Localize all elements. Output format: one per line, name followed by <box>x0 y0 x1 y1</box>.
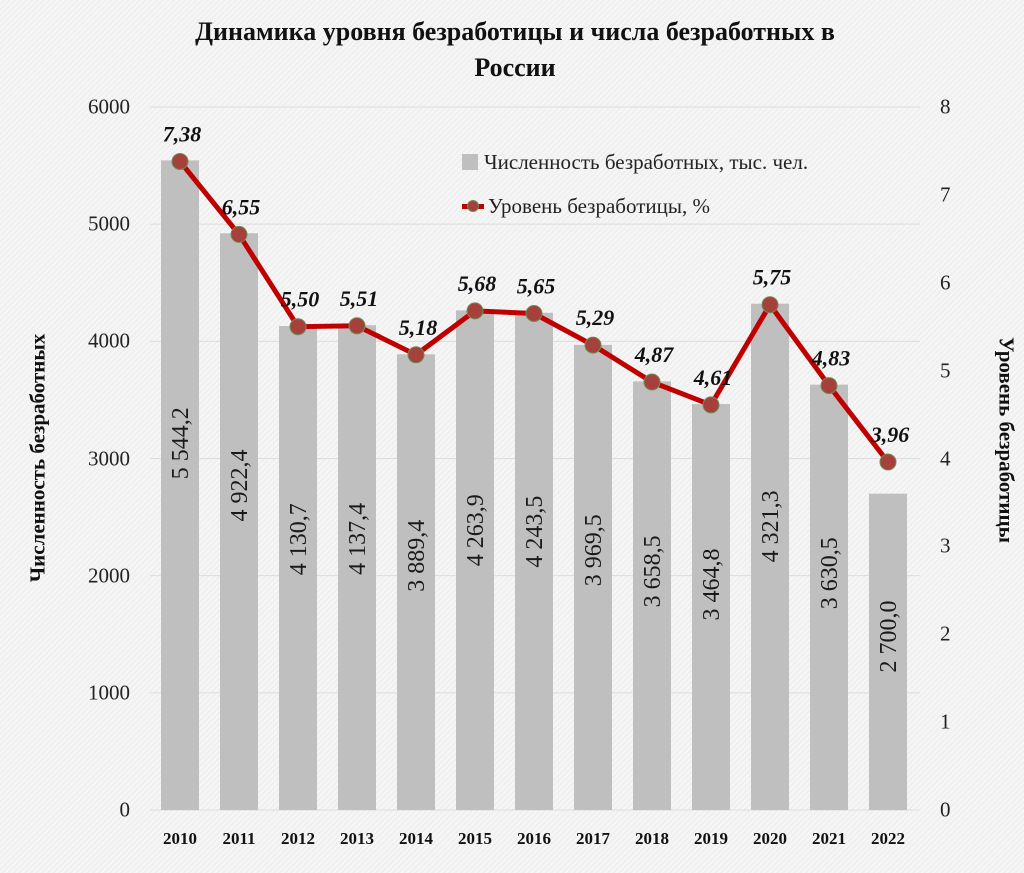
x-axis-tick: 2018 <box>635 829 669 848</box>
y-axis-right-tick: 0 <box>940 797 951 822</box>
bar <box>161 160 199 811</box>
bar-value-label: 3 969,5 <box>581 514 607 586</box>
bar <box>751 303 789 810</box>
bar <box>338 325 376 810</box>
chart-title-line-1: Динамика уровня безработицы и числа безр… <box>195 17 835 46</box>
y-axis-right-tick: 4 <box>940 446 951 470</box>
legend-bar-label: Численность безработных, тыс. чел. <box>484 149 809 174</box>
bar-value-label: 3 630,5 <box>817 537 843 609</box>
x-axis-tick: 2012 <box>281 829 315 848</box>
x-axis-tick: 2017 <box>576 829 611 848</box>
line-value-label: 4,83 <box>811 346 851 371</box>
bar-value-label: 4 137,4 <box>345 503 371 575</box>
legend: Численность безработных, тыс. чел. Урове… <box>462 140 808 228</box>
bar-value-label: 3 464,8 <box>699 549 725 621</box>
line-value-label: 6,55 <box>222 194 261 219</box>
bar <box>633 381 671 810</box>
line-marker <box>289 318 307 336</box>
line-value-label: 5,65 <box>517 274 556 299</box>
line-marker <box>879 453 897 471</box>
x-axis-tick: 2016 <box>517 829 551 848</box>
x-axis-tick: 2013 <box>340 829 374 848</box>
line-value-label: 5,50 <box>281 287 320 312</box>
bar-value-label: 4 263,9 <box>463 494 489 566</box>
y-axis-left-tick: 4000 <box>88 328 130 353</box>
y-axis-left-tick: 3000 <box>88 446 130 470</box>
x-axis-tick: 2022 <box>871 829 905 848</box>
bar-value-label: 3 658,5 <box>640 535 666 607</box>
legend-item-line: Уровень безработицы, % <box>462 184 808 228</box>
bar <box>810 384 848 810</box>
y-axis-right-tick: 3 <box>940 533 951 558</box>
line-marker <box>820 377 838 395</box>
bar <box>692 404 730 810</box>
line-marker <box>761 296 779 314</box>
line-marker <box>230 225 248 243</box>
y-axis-left-tick: 1000 <box>88 680 130 705</box>
bar <box>574 344 612 810</box>
y-axis-left-tick: 6000 <box>88 94 130 119</box>
line-value-label: 5,18 <box>399 315 438 340</box>
line-value-label: 5,29 <box>576 305 615 330</box>
bar <box>220 233 258 811</box>
bar <box>869 493 907 810</box>
line-marker <box>171 152 189 170</box>
line-marker <box>584 336 602 354</box>
y-axis-right-tick: 8 <box>940 94 951 119</box>
y-axis-right-tick: 2 <box>940 621 951 646</box>
legend-item-bar: Численность безработных, тыс. чел. <box>462 140 808 184</box>
bar <box>397 354 435 810</box>
bar <box>515 312 553 810</box>
legend-bar-swatch-icon <box>462 154 478 170</box>
bar-value-label: 5 544,2 <box>168 407 194 479</box>
line-marker <box>643 373 661 391</box>
line-marker <box>525 305 543 323</box>
y-axis-right-tick: 1 <box>940 709 951 734</box>
line-value-label: 4,87 <box>634 342 675 367</box>
line-marker <box>407 346 425 364</box>
y-axis-right-tick: 6 <box>940 270 951 295</box>
legend-line-marker-icon <box>462 198 484 214</box>
bar-value-label: 2 700,0 <box>876 601 902 673</box>
line-marker <box>466 302 484 320</box>
x-axis-tick: 2011 <box>222 829 255 848</box>
bar-value-label: 3 889,4 <box>404 520 430 592</box>
x-axis-tick: 2020 <box>753 829 787 848</box>
y-axis-left-tick: 5000 <box>88 211 130 236</box>
x-axis-tick: 2021 <box>812 829 846 848</box>
bar-value-label: 4 321,3 <box>758 490 784 562</box>
x-axis-tick: 2014 <box>399 829 434 848</box>
y-axis-left-tick: 0 <box>119 797 131 822</box>
line-marker <box>702 396 720 414</box>
line-marker <box>348 317 366 335</box>
line-value-label: 5,68 <box>458 271 497 296</box>
line-value-label: 5,51 <box>340 286 379 311</box>
y-axis-right-tick: 7 <box>940 182 951 207</box>
line-value-label: 5,75 <box>753 265 792 290</box>
x-axis-tick: 2015 <box>458 829 492 848</box>
x-axis-tick: 2019 <box>694 829 728 848</box>
line-value-label: 4,61 <box>693 365 733 390</box>
y-axis-right-tick: 5 <box>940 358 951 383</box>
legend-line-label: Уровень безработицы, % <box>488 193 710 218</box>
bar-value-label: 4 243,5 <box>522 496 548 568</box>
bar-value-label: 4 130,7 <box>286 503 312 575</box>
bar <box>279 326 317 810</box>
bar <box>456 310 494 810</box>
line-value-label: 3,96 <box>870 422 910 447</box>
chart-title: Динамика уровня безработицы и числа безр… <box>100 14 930 86</box>
y-axis-left-tick: 2000 <box>88 563 130 588</box>
x-axis-tick: 2010 <box>163 829 197 848</box>
chart-title-line-2: России <box>474 53 556 82</box>
bar-value-label: 4 922,4 <box>227 449 253 521</box>
line-value-label: 7,38 <box>163 121 202 146</box>
